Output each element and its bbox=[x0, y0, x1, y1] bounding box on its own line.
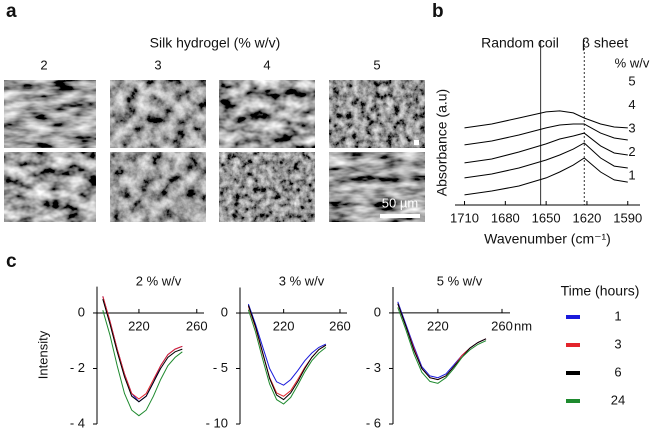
annotation: β sheet bbox=[582, 35, 628, 51]
x-tick-label: 220 bbox=[427, 318, 449, 333]
micrograph bbox=[4, 80, 96, 148]
chart-title: 3 % w/v bbox=[279, 273, 325, 288]
micrograph bbox=[219, 152, 315, 222]
series-label-title: % w/v bbox=[615, 55, 650, 70]
series-line bbox=[247, 303, 327, 386]
series-line bbox=[247, 309, 327, 405]
y-tick-label: 0 bbox=[374, 304, 381, 319]
y-tick-label: - 4 bbox=[70, 415, 85, 430]
column-label: 5 bbox=[373, 57, 380, 72]
chart-title: 5 % w/v bbox=[437, 273, 483, 288]
series-label: 1 bbox=[628, 167, 635, 182]
legend-title: Time (hours) bbox=[561, 283, 640, 299]
legend-label: 1 bbox=[614, 308, 621, 323]
legend-label: 6 bbox=[614, 364, 621, 379]
series-label: 3 bbox=[628, 120, 635, 135]
x-tick-label: 1710 bbox=[450, 210, 479, 225]
x-tick-label: 260 bbox=[329, 318, 351, 333]
micrographs: 50 µm bbox=[4, 80, 425, 222]
series-label: 2 bbox=[628, 144, 635, 159]
y-tick-label: 0 bbox=[221, 304, 228, 319]
series-label: 5 bbox=[628, 73, 635, 88]
x-tick-label: 220 bbox=[273, 318, 295, 333]
scale-bar bbox=[380, 214, 420, 218]
x-tick-label: 260 bbox=[186, 318, 208, 333]
micrograph bbox=[219, 80, 315, 148]
micrograph bbox=[329, 152, 425, 222]
y-tick-label: - 6 bbox=[366, 415, 381, 430]
y-axis-label: Intensity bbox=[35, 330, 50, 379]
series-label: 4 bbox=[628, 97, 635, 112]
x-axis-label: Wavenumber (cm⁻¹) bbox=[484, 231, 611, 247]
legend-swatch bbox=[566, 315, 580, 319]
series-line bbox=[247, 305, 327, 401]
x-tick-label: 1620 bbox=[572, 210, 601, 225]
series-line bbox=[464, 157, 628, 196]
legend-swatch bbox=[566, 343, 580, 347]
x-tick-label: 1650 bbox=[532, 210, 561, 225]
scale-marker bbox=[414, 140, 419, 145]
annotation: Random coil bbox=[481, 35, 559, 51]
column-label: 4 bbox=[263, 57, 270, 72]
series-line bbox=[102, 310, 183, 417]
micrograph-title: Silk hydrogel (% w/v) bbox=[150, 35, 281, 51]
micrograph bbox=[110, 80, 206, 148]
series-line bbox=[397, 303, 487, 381]
chart-title: 2 % w/v bbox=[136, 273, 182, 288]
series-line bbox=[464, 110, 628, 129]
series-line bbox=[464, 132, 628, 164]
panel-label: a bbox=[6, 1, 17, 22]
series-line bbox=[464, 123, 628, 146]
legend-swatch bbox=[566, 399, 580, 403]
y-axis-label: Absorbance (a.u) bbox=[434, 89, 450, 196]
panel-label: b bbox=[432, 1, 444, 22]
panel-label: c bbox=[6, 251, 17, 272]
series-line bbox=[102, 298, 183, 403]
series-line bbox=[102, 296, 183, 400]
x-tick-label: 260 bbox=[491, 318, 513, 333]
scale-bar-label: 50 µm bbox=[382, 195, 418, 210]
micrograph bbox=[329, 80, 425, 148]
micrograph bbox=[4, 152, 96, 222]
y-tick-label: - 5 bbox=[213, 360, 228, 375]
x-tick-label: 220 bbox=[128, 318, 150, 333]
column-label: 2 bbox=[40, 57, 47, 72]
y-tick-label: - 3 bbox=[366, 360, 381, 375]
x-tick-label: 1590 bbox=[613, 210, 642, 225]
series-line bbox=[464, 142, 628, 179]
x-tick-label: 1680 bbox=[491, 210, 520, 225]
y-tick-label: - 2 bbox=[70, 360, 85, 375]
series-line bbox=[397, 307, 487, 384]
column-label: 3 bbox=[154, 57, 161, 72]
series-line bbox=[102, 296, 183, 403]
legend-swatch bbox=[566, 371, 580, 375]
micrograph bbox=[110, 152, 206, 222]
y-tick-label: - 10 bbox=[206, 415, 228, 430]
legend-label: 3 bbox=[614, 336, 621, 351]
legend-label: 24 bbox=[611, 392, 625, 407]
y-tick-label: 0 bbox=[78, 304, 85, 319]
x-axis-label: nm bbox=[514, 318, 532, 333]
